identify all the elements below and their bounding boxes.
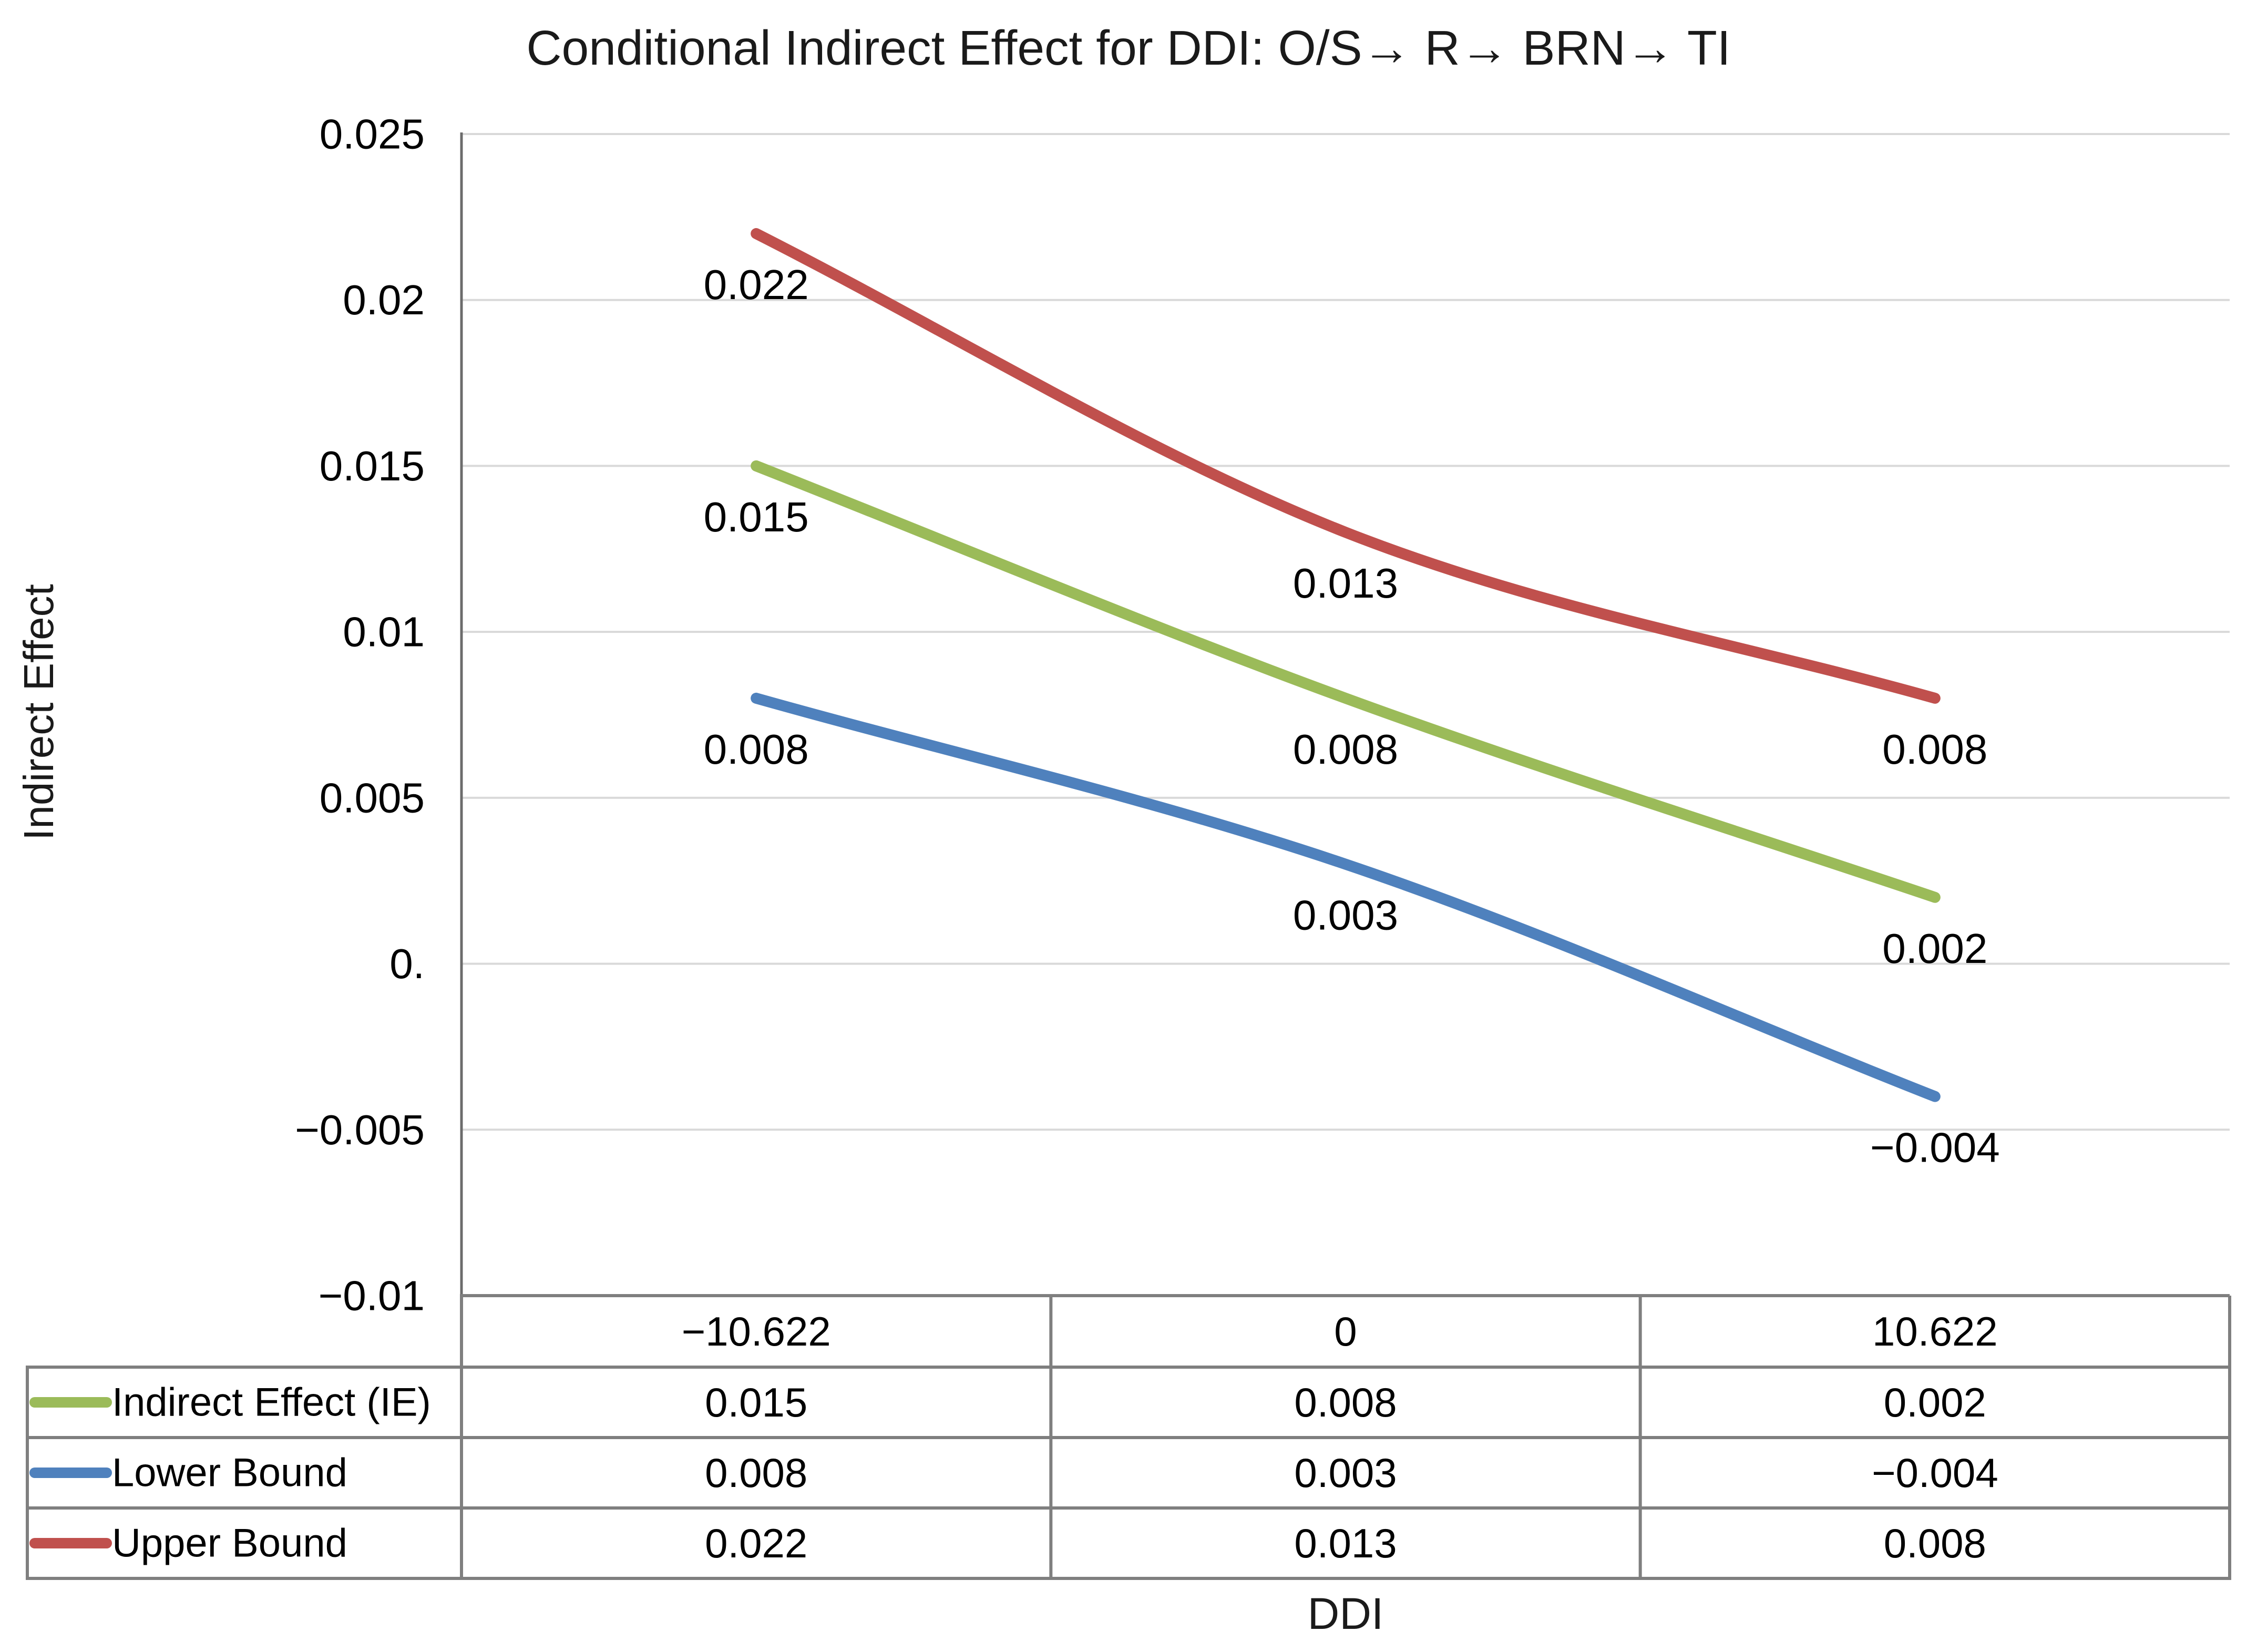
data-label: 0.008 [704,726,809,773]
x-category-label: 0 [1334,1308,1357,1355]
y-tick-label: 0.005 [320,774,425,821]
y-tick-label: 0.01 [343,609,425,655]
y-tick-label: −0.005 [295,1106,425,1153]
x-axis-title: DDI [1307,1589,1384,1638]
x-category-label: 10.622 [1872,1308,1998,1355]
series-line-lower-bound [751,692,1941,1102]
data-label: 0.008 [1293,726,1398,773]
y-tick-label: 0.02 [343,276,425,323]
y-tick-label: −0.01 [319,1273,425,1319]
table-cell-value: 0.008 [705,1450,807,1496]
legend-label: Lower Bound [112,1451,347,1495]
series-line-upper-bound [751,228,1941,704]
legend-label: Indirect Effect (IE) [112,1380,431,1425]
series-line-indirect-effect-ie [751,460,1941,903]
y-tick-label: 0.025 [320,111,425,158]
table-cell-value: 0.008 [1294,1379,1397,1425]
data-label: 0.003 [1293,892,1398,939]
table-cell-value: 0.008 [1884,1520,1986,1566]
legend-label: Upper Bound [112,1521,347,1566]
x-category-label: −10.622 [682,1308,831,1355]
y-tick-label: 0.015 [320,443,425,489]
chart-title: Conditional Indirect Effect for DDI: O/S… [526,20,1731,75]
data-label: 0.015 [704,494,809,540]
y-tick-label: 0. [389,940,425,987]
table-cell-value: 0.013 [1294,1520,1397,1566]
data-label: −0.004 [1870,1124,2000,1171]
table-cell-value: 0.002 [1884,1379,1986,1425]
table-cell-value: 0.015 [705,1379,807,1425]
table-cell-value: 0.022 [705,1520,807,1566]
data-label: 0.013 [1293,560,1398,607]
data-label: 0.008 [1882,726,1987,773]
table-cell-value: 0.003 [1294,1450,1397,1496]
table-cell-value: −0.004 [1872,1450,1998,1496]
data-label: 0.002 [1882,925,1987,972]
data-label: 0.022 [704,261,809,308]
